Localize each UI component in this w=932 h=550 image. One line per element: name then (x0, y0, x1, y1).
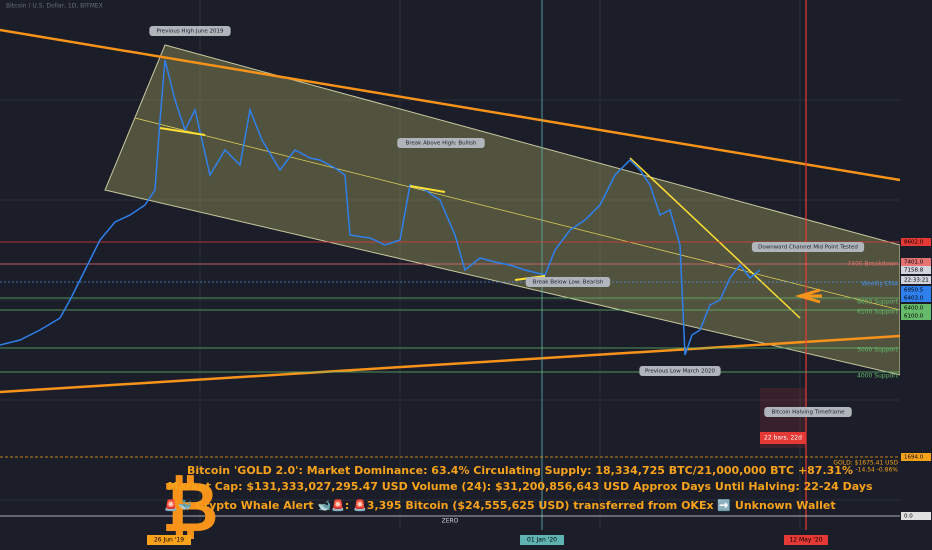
annotation: Break Below Low: Bearish (533, 280, 604, 286)
arrow (794, 288, 822, 304)
price-tag-text: 6950.5 (904, 288, 924, 294)
annotation-bubble (764, 407, 852, 417)
price-path (0, 59, 761, 356)
highlight (159, 127, 206, 136)
overlay-line: 🚨🐳 Crypto Whale Alert 🐋🚨: 🚨3,395 Bitcoin… (164, 499, 835, 512)
level-label: 6100 Support (857, 309, 899, 316)
gold-change: -14.54 -0.86% (856, 467, 899, 474)
btc-logo: ₿ (161, 466, 218, 548)
level-label: 4000 Support (857, 373, 899, 380)
annotation-bubble (751, 242, 865, 252)
price-tag (901, 286, 931, 294)
date-tag (147, 535, 191, 545)
price-tag (901, 304, 931, 312)
date-label: 12 May '20 (789, 537, 822, 544)
price-tag (901, 266, 931, 274)
annotation: Downward Channel Mid Point Tested (758, 245, 858, 251)
price-tag-text: 7158.8 (904, 268, 924, 274)
price-tag (901, 294, 931, 302)
level-label: 6650 Support (857, 299, 899, 306)
price-tag (901, 512, 931, 520)
annotation-bubble (149, 26, 231, 36)
trend-line (629, 157, 801, 319)
annotation-bubble (525, 277, 611, 287)
price-tag (901, 238, 931, 246)
channel-mid (134, 117, 901, 311)
price-tag-text: 1694.0 (904, 455, 924, 461)
support-line (0, 334, 901, 394)
countdown: 22 bars, 22d (764, 435, 802, 442)
annotation-bubble (397, 138, 485, 148)
date-label: 26 Jun '19 (154, 537, 184, 544)
levels (0, 241, 900, 517)
resistance-line (0, 28, 901, 182)
level-label: Weekly EMA (861, 281, 899, 288)
annotation: Previous Low March 2020 (645, 369, 716, 375)
overlay-line: Bitcoin 'GOLD 2.0': Market Dominance: 63… (187, 464, 853, 477)
date-tag (520, 535, 564, 545)
symbol: Bitcoin / U.S. Dollar, 1D, BITMEX (6, 3, 103, 10)
price-tag-text: 6100.0 (904, 314, 924, 320)
gold-price: GOLD: $1675.41 USD (833, 460, 898, 467)
date-label: 01 Jan '20 (527, 537, 557, 544)
zero-label: ZERO (442, 518, 459, 525)
price-axis (900, 0, 932, 550)
annotation-bubble (639, 366, 721, 376)
highlight (409, 185, 446, 193)
price-tag (901, 453, 931, 461)
price-tag-text: 6403.0 (904, 296, 924, 302)
price-tag (901, 312, 931, 320)
price-tag-text: 8602.0 (904, 240, 924, 246)
price-tag-text: 22:33:21 (904, 278, 929, 284)
overlay-line: Market Cap: $131,333,027,295.47 USD Volu… (167, 480, 873, 493)
price-tag (901, 258, 931, 266)
price-tag (901, 276, 931, 284)
price-tag-text: 6400.0 (904, 306, 924, 312)
time-axis (0, 530, 932, 550)
price-tag-text: 7401.0 (904, 260, 924, 266)
annotation: Break Above High: Bullish (405, 141, 477, 147)
annotation: Previous High June 2019 (156, 29, 224, 35)
countdown-box (760, 432, 806, 444)
level-label: 7400 Breakdown (847, 261, 898, 268)
date-tag (784, 535, 828, 545)
price-tag-text: 0.0 (904, 514, 913, 520)
annotation: Bitcoin Halving Timeframe (772, 410, 846, 416)
level-label: 5000 Support (857, 347, 899, 354)
